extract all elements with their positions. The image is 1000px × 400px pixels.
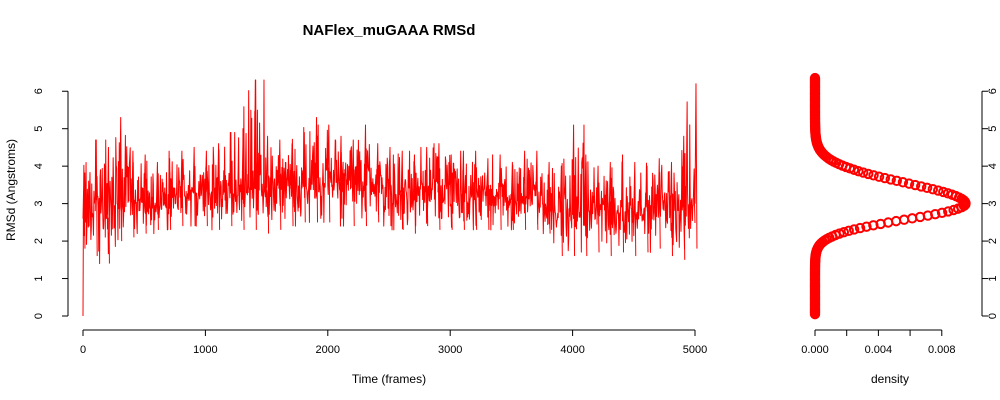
y-tick-label: 0 — [33, 313, 45, 319]
density-point — [930, 208, 941, 220]
density-point — [868, 170, 879, 181]
density-point — [858, 167, 869, 178]
density-point — [936, 207, 948, 218]
y-tick-label: 5 — [33, 126, 45, 132]
main-plot-area: 0 1000 2000 3000 4000 5000 0 1 2 3 4 5 6 Time (fram… — [4, 79, 707, 386]
density-y-tick-label: 0 — [987, 313, 999, 319]
rmsd-series — [82, 79, 698, 317]
density-x-tick-label: 0.004 — [865, 344, 893, 356]
density-point — [838, 227, 850, 238]
density-point — [854, 222, 866, 234]
density-point — [843, 225, 854, 237]
density-point — [942, 188, 954, 199]
density-point — [885, 174, 896, 185]
density-x-tick-label: 0.008 — [928, 344, 956, 356]
y-tick-label: 4 — [33, 163, 45, 169]
x-axis-label: Time (frames) — [352, 372, 426, 386]
density-point — [848, 224, 860, 235]
density-y-tick-label: 1 — [987, 275, 999, 281]
rmsd-trace-line — [82, 79, 698, 317]
density-point — [903, 178, 915, 189]
density-point — [898, 214, 910, 225]
density-point — [873, 171, 885, 182]
density-point — [891, 175, 902, 187]
density-point — [927, 183, 938, 195]
y-axis: 0 1 2 3 4 5 6 — [33, 88, 69, 319]
density-point — [933, 185, 944, 196]
density-y-tick-label: 5 — [987, 126, 999, 132]
density-y-tick-label: 3 — [987, 201, 999, 207]
density-point — [809, 72, 821, 84]
density-point — [897, 177, 909, 188]
density-y-tick-label: 6 — [987, 88, 999, 94]
density-point — [879, 172, 891, 184]
density-point — [916, 181, 927, 192]
density-series — [809, 72, 971, 320]
density-point — [921, 182, 933, 194]
density-x-axis-label: density — [871, 372, 909, 386]
density-y-tick-label: 2 — [987, 238, 999, 244]
y-tick-label: 3 — [33, 201, 45, 207]
y-axis-label: RMSd (Angstroms) — [4, 139, 18, 241]
x-tick-label: 1000 — [193, 344, 217, 356]
y-tick-label: 2 — [33, 238, 45, 244]
density-point — [861, 221, 872, 232]
x-tick-label: 5000 — [683, 344, 707, 356]
chart-title: NAFlex_muGAAA RMSd — [303, 22, 476, 39]
density-x-tick-label: 0.000 — [801, 344, 829, 356]
density-point — [943, 206, 954, 217]
x-tick-label: 0 — [80, 344, 86, 356]
density-point — [853, 165, 864, 177]
density-point — [909, 179, 921, 191]
y-tick-label: 1 — [33, 275, 45, 281]
density-plot-area: 0.000 0.004 0.008 0 1 2 3 4 5 6 density — [801, 72, 999, 386]
density-y-tick-label: 4 — [987, 163, 999, 169]
x-tick-label: 2000 — [316, 344, 340, 356]
density-x-axis: 0.000 0.004 0.008 — [801, 329, 956, 356]
x-axis: 0 1000 2000 3000 4000 5000 — [80, 329, 707, 356]
density-point — [938, 186, 949, 198]
density-y-axis: 0 1 2 3 4 5 6 — [981, 88, 999, 319]
y-tick-label: 6 — [33, 88, 45, 94]
density-point — [863, 168, 874, 180]
x-tick-label: 4000 — [560, 344, 584, 356]
x-tick-label: 3000 — [438, 344, 462, 356]
